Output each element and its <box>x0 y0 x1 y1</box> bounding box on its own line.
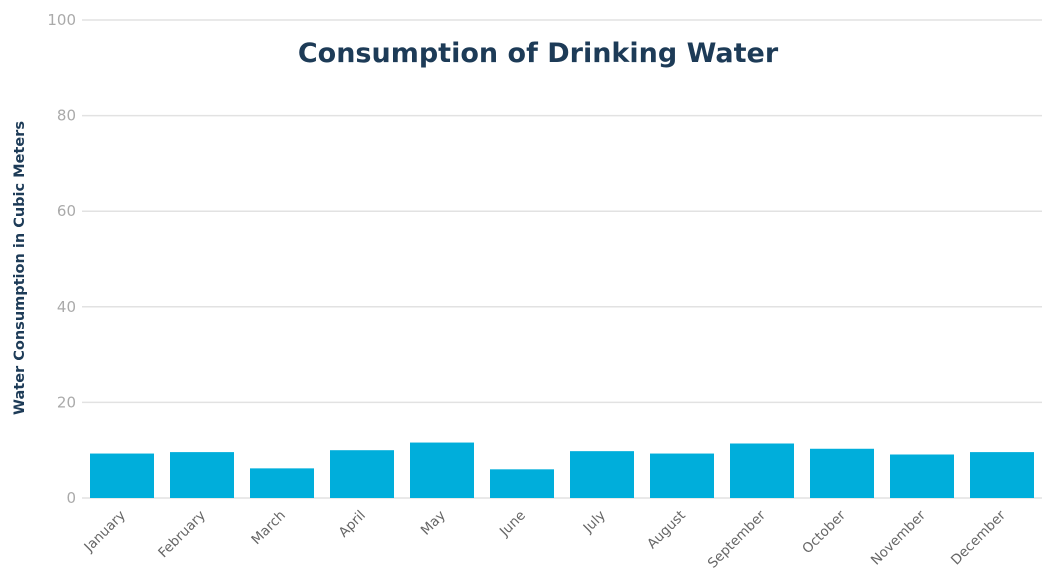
x-tick-label: February <box>155 508 209 562</box>
bar-december <box>970 452 1034 498</box>
x-tick-label: January <box>81 508 129 556</box>
bar-july <box>570 451 634 498</box>
y-axis-ticks: 0 20 40 60 80 100 <box>47 11 76 507</box>
y-tick-label: 0 <box>66 489 76 507</box>
x-tick-label: August <box>644 508 689 553</box>
x-tick-label: September <box>705 507 769 571</box>
bar-september <box>730 443 794 498</box>
bar-august <box>650 453 714 498</box>
bar-october <box>810 448 874 498</box>
y-tick-label: 100 <box>47 11 76 29</box>
x-tick-label: May <box>418 508 449 539</box>
y-axis-label: Water Consumption in Cubic Meters <box>12 121 28 415</box>
bar-april <box>330 450 394 498</box>
x-tick-label: December <box>948 507 1009 568</box>
y-tick-label: 60 <box>57 202 76 220</box>
bar-march <box>250 468 314 498</box>
x-tick-label: November <box>868 507 929 568</box>
x-tick-label: March <box>248 508 288 548</box>
y-tick-label: 20 <box>57 393 76 411</box>
x-axis-ticks: January February March April May June July Augu… <box>81 507 1010 571</box>
bar-january <box>90 453 154 498</box>
chart-title: Consumption of Drinking Water <box>298 38 779 69</box>
bar-november <box>890 454 954 498</box>
bar-february <box>170 452 234 498</box>
bars <box>90 442 1034 498</box>
y-tick-label: 40 <box>57 298 76 316</box>
x-tick-label: April <box>336 508 369 541</box>
gridlines <box>82 19 1042 499</box>
bar-may <box>410 442 474 498</box>
bar-june <box>490 469 554 498</box>
x-tick-label: June <box>496 508 529 541</box>
y-tick-label: 80 <box>57 107 76 125</box>
x-tick-label: October <box>799 507 849 557</box>
x-tick-label: July <box>580 508 609 537</box>
